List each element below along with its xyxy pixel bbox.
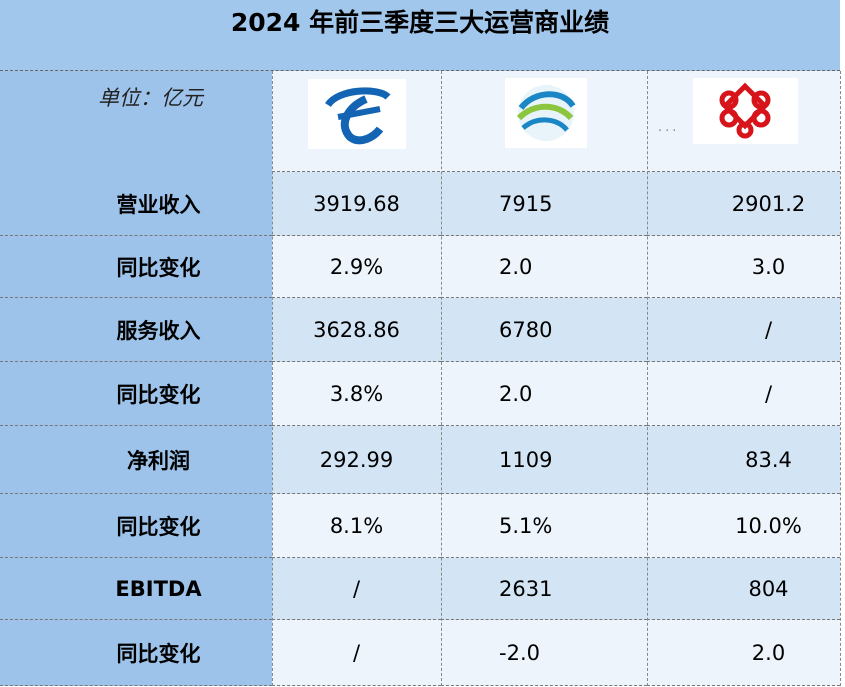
cell: -2.0 [441,620,647,686]
cell: 292.99 [272,426,441,494]
column-divider [647,71,648,686]
cell: 5.1% [441,494,647,558]
cell: / [272,620,441,686]
china-mobile-logo [505,78,587,148]
row-label: EBITDA [0,558,272,620]
row-label: 同比变化 [0,494,272,558]
column-divider [840,71,841,686]
row-label: 同比变化 [0,620,272,686]
cell: 2.0 [441,236,647,298]
cell: 2.0 [441,362,647,426]
cell: 2.9% [272,236,441,298]
cell: 804 [647,558,840,620]
row-label: 营业收入 [0,172,272,236]
china-telecom-logo [308,79,406,149]
row-label: 服务收入 [0,298,272,362]
cell: / [647,298,840,362]
cell: 2901.2 [647,172,840,236]
title: 2024 年前三季度三大运营商业绩 [0,0,840,71]
cell: 6780 [441,298,647,362]
cell: 2631 [441,558,647,620]
cell: 3628.86 [272,298,441,362]
cell: 83.4 [647,426,840,494]
column-divider [441,71,442,686]
ellipsis: ... [658,120,680,135]
row-label: 净利润 [0,426,272,494]
cell: 1109 [441,426,647,494]
unit-label: 单位：亿元 [98,86,203,110]
cell: 2.0 [647,620,840,686]
row-label: 同比变化 [0,362,272,426]
cell: 3919.68 [272,172,441,236]
cell: 8.1% [272,494,441,558]
china-unicom-logo [693,78,798,144]
cell: 3.0 [647,236,840,298]
cell: 7915 [441,172,647,236]
column-divider [272,71,273,686]
row-label: 同比变化 [0,236,272,298]
cell: 3.8% [272,362,441,426]
cell: 10.0% [647,494,840,558]
cell: / [647,362,840,426]
cell: / [272,558,441,620]
